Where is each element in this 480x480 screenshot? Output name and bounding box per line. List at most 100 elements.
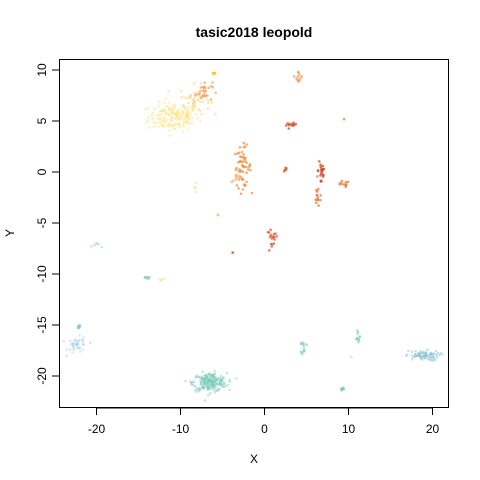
chart-title: tasic2018 leopold — [196, 24, 313, 40]
data-point — [209, 380, 213, 384]
data-point — [218, 379, 222, 382]
data-point — [222, 385, 226, 389]
data-point — [201, 378, 205, 381]
data-point — [194, 385, 197, 388]
data-point — [194, 190, 197, 194]
data-point — [209, 387, 213, 390]
data-point — [171, 103, 175, 107]
data-point — [435, 354, 439, 357]
data-point — [189, 381, 193, 385]
data-point — [207, 378, 210, 382]
data-point — [316, 198, 319, 201]
data-point — [207, 101, 210, 104]
data-point — [219, 378, 223, 382]
data-point — [419, 351, 423, 355]
data-point — [417, 352, 420, 355]
x-tick-label: 20 — [426, 422, 440, 436]
data-point — [182, 112, 185, 115]
data-point — [239, 155, 242, 158]
data-point — [153, 107, 156, 111]
data-point — [82, 336, 85, 339]
data-point — [77, 338, 81, 342]
data-point — [209, 98, 213, 101]
data-point — [148, 126, 152, 129]
data-point — [228, 388, 232, 392]
data-point — [207, 386, 210, 390]
data-point — [185, 107, 188, 110]
data-point — [189, 93, 192, 97]
data-point — [419, 355, 422, 358]
data-point — [242, 145, 246, 149]
data-point — [206, 388, 210, 392]
data-point — [173, 127, 177, 131]
data-point — [207, 387, 211, 391]
data-point — [174, 123, 177, 127]
data-point — [211, 383, 214, 387]
data-point — [318, 160, 321, 163]
data-point — [421, 354, 425, 357]
data-point — [241, 160, 245, 164]
data-point — [78, 346, 82, 350]
data-point — [235, 377, 238, 380]
data-point — [97, 243, 101, 246]
data-point — [340, 179, 344, 183]
data-point — [219, 380, 222, 384]
data-point — [207, 378, 211, 382]
data-point — [212, 72, 215, 76]
data-point — [235, 184, 239, 187]
data-point — [222, 380, 226, 384]
data-point — [202, 381, 206, 385]
data-point — [423, 352, 426, 356]
data-point — [431, 359, 434, 362]
data-point — [247, 168, 250, 171]
data-point — [197, 390, 200, 393]
data-point — [208, 384, 212, 388]
data-point — [178, 122, 181, 125]
data-point — [211, 374, 214, 378]
data-point — [207, 384, 210, 387]
data-point — [200, 113, 203, 116]
data-point — [424, 351, 428, 355]
data-point — [412, 355, 416, 359]
data-point — [207, 386, 210, 390]
data-point — [71, 341, 75, 345]
data-point — [219, 379, 223, 382]
data-point — [320, 170, 324, 174]
data-point — [182, 120, 186, 124]
data-point — [245, 180, 248, 184]
data-point — [211, 382, 214, 386]
data-point — [197, 375, 200, 379]
data-point — [236, 152, 239, 155]
data-point — [203, 377, 207, 380]
data-point — [194, 113, 198, 116]
data-point — [422, 351, 425, 354]
data-point — [192, 185, 196, 189]
data-point — [208, 379, 211, 382]
data-point — [205, 383, 209, 387]
data-point — [201, 85, 205, 89]
data-point — [180, 95, 183, 99]
data-point — [209, 374, 213, 377]
data-point — [338, 182, 341, 186]
data-point — [242, 153, 245, 156]
data-point — [427, 356, 430, 359]
data-point — [299, 342, 303, 345]
data-point — [202, 386, 206, 389]
data-point — [151, 111, 155, 115]
data-point — [206, 383, 209, 386]
data-point — [433, 359, 437, 362]
data-point — [415, 354, 419, 358]
data-point — [159, 109, 163, 113]
data-point — [248, 163, 252, 166]
data-point — [218, 380, 222, 384]
data-point — [218, 388, 221, 391]
data-point — [65, 348, 69, 351]
data-point — [430, 352, 433, 356]
data-point — [404, 354, 408, 358]
data-point — [212, 374, 215, 378]
data-point — [214, 91, 217, 95]
data-point — [76, 343, 79, 346]
data-point — [213, 391, 217, 394]
data-point — [205, 385, 209, 389]
points-layer — [62, 70, 444, 402]
